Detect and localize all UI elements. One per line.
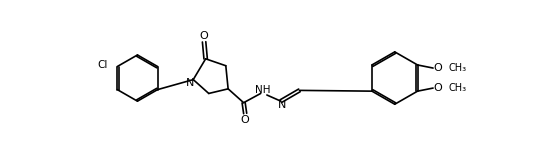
Text: O: O <box>200 31 208 41</box>
Text: N: N <box>186 78 194 88</box>
Text: O: O <box>433 83 442 93</box>
Text: NH: NH <box>255 85 271 95</box>
Text: O: O <box>241 115 249 125</box>
Text: CH₃: CH₃ <box>449 63 466 73</box>
Text: O: O <box>433 63 442 73</box>
Text: N: N <box>278 100 286 110</box>
Text: CH₃: CH₃ <box>449 83 466 93</box>
Text: Cl: Cl <box>98 60 108 70</box>
